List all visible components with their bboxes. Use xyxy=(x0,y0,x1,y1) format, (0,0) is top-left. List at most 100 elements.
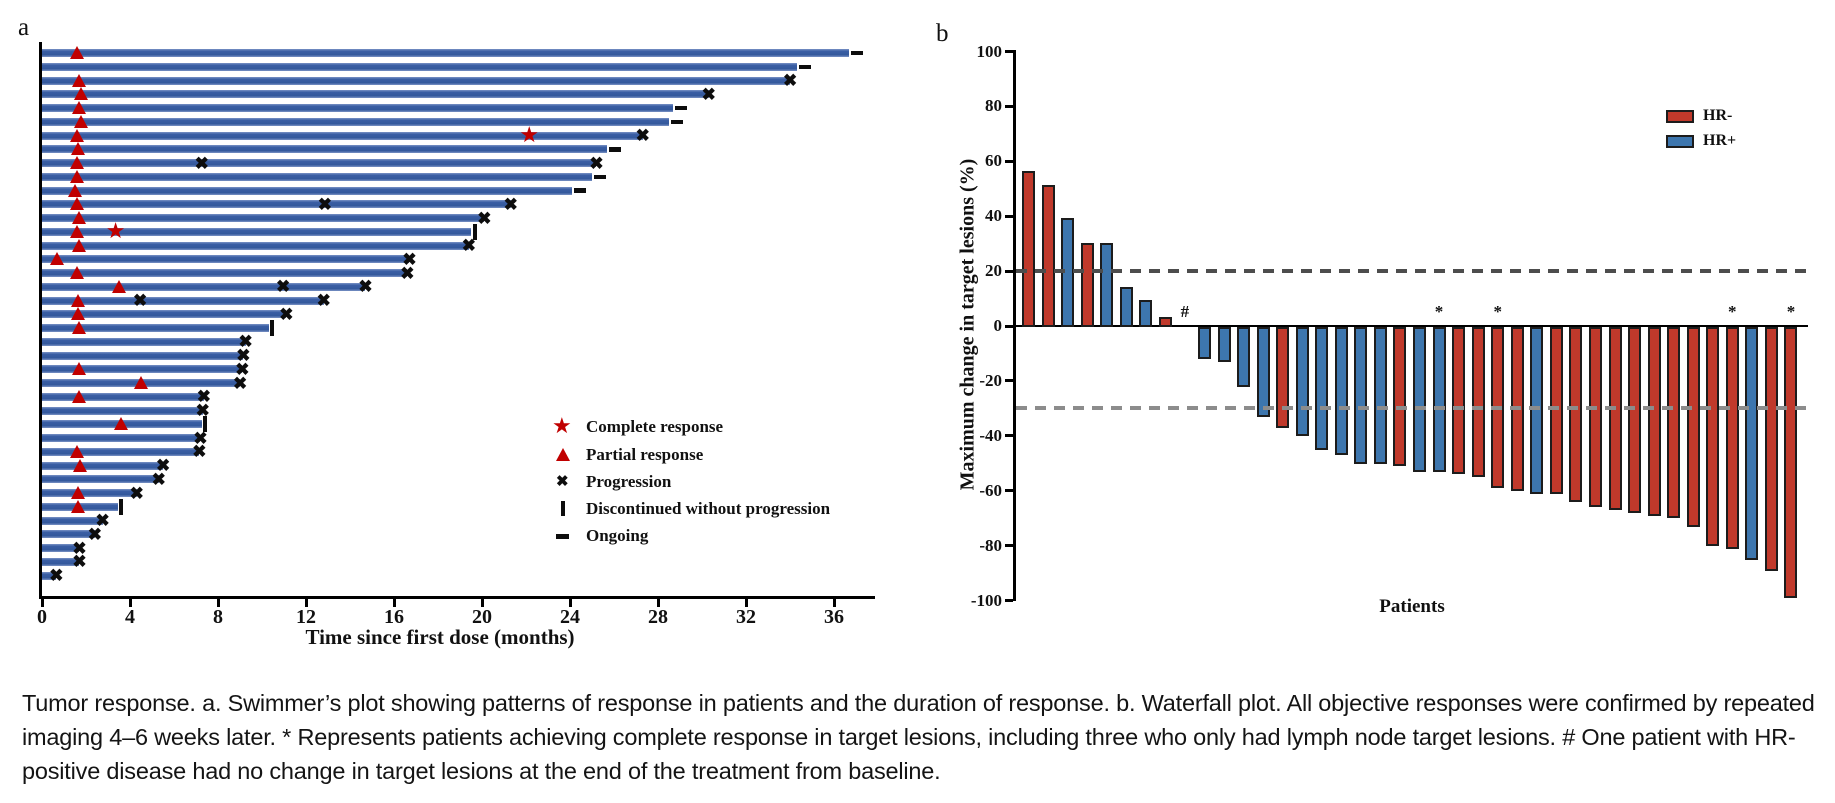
swimmer-bar xyxy=(42,172,592,181)
waterfall-bar xyxy=(1608,327,1622,511)
waterfall-y-tick-label: 100 xyxy=(976,41,1003,61)
swimmer-x-tick-label: 0 xyxy=(37,606,47,628)
waterfall-y-tick-label: 0 xyxy=(993,316,1003,335)
partial-response-marker xyxy=(133,376,148,390)
partial-response-marker xyxy=(71,362,86,376)
partial-response-marker xyxy=(69,156,84,170)
waterfall-y-tick xyxy=(1005,214,1013,218)
waterfall-y-axis xyxy=(1012,50,1016,601)
legend-ongoing-icon xyxy=(556,533,569,539)
progression-marker: ✖ xyxy=(276,277,291,297)
waterfall-bar xyxy=(1315,327,1329,450)
swimmer-bar xyxy=(42,49,850,58)
swimmer-bar xyxy=(42,186,573,195)
progression-marker: ✖ xyxy=(236,346,251,366)
waterfall-bar xyxy=(1432,327,1446,472)
swimmer-x-tick-label: 4 xyxy=(125,606,135,628)
ongoing-marker xyxy=(594,174,606,180)
partial-response-marker xyxy=(74,87,89,101)
swimmer-bar xyxy=(42,447,200,456)
progression-marker: ✖ xyxy=(238,332,253,352)
swimmer-x-tick xyxy=(392,598,396,607)
ongoing-marker xyxy=(851,50,864,56)
progression-marker: ✖ xyxy=(477,208,492,228)
partial-response-marker xyxy=(70,486,85,500)
partial-response-marker xyxy=(70,293,85,307)
partial-response-marker xyxy=(71,101,86,115)
waterfall-bar xyxy=(1119,286,1133,327)
waterfall-bar xyxy=(1667,327,1681,519)
swimmer-bar xyxy=(42,76,790,85)
waterfall-y-tick xyxy=(1005,324,1013,328)
waterfall-bar xyxy=(1217,327,1231,362)
progression-marker: ✖ xyxy=(461,236,477,256)
partial-response-marker xyxy=(71,211,86,225)
swimmer-x-tick-label: 12 xyxy=(296,606,316,628)
waterfall-x-axis-title: Patients xyxy=(1379,596,1445,617)
waterfall-y-tick-label: 80 xyxy=(985,96,1002,116)
waterfall-bar xyxy=(1237,327,1251,387)
waterfall-y-tick xyxy=(1005,269,1013,273)
partial-response-marker xyxy=(70,499,85,513)
swimmer-x-tick xyxy=(128,598,132,607)
swimmer-bar xyxy=(42,227,471,236)
progression-marker: ✖ xyxy=(129,483,144,503)
waterfall-y-tick xyxy=(1005,599,1013,602)
waterfall-y-tick-label: -20 xyxy=(979,370,1002,390)
swimmer-x-tick xyxy=(40,598,44,607)
legend-swatch-HR- xyxy=(1666,110,1694,123)
swimmer-bar xyxy=(42,571,57,580)
progression-marker: ✖ xyxy=(316,291,331,311)
waterfall-bar xyxy=(1022,171,1035,327)
legend-complete-response-icon: ★ xyxy=(552,413,572,438)
discontinued-marker xyxy=(270,320,275,337)
swimmer-bar xyxy=(42,90,709,99)
progression-marker: ✖ xyxy=(402,249,417,269)
waterfall-bar xyxy=(1569,327,1583,502)
progression-marker: ✖ xyxy=(87,524,103,544)
swimmer-bar xyxy=(42,475,159,484)
swimmer-bar xyxy=(42,392,204,401)
waterfall-bar xyxy=(1373,327,1387,464)
legend-group-label: HR+ xyxy=(1703,132,1737,149)
partial-response-marker xyxy=(69,128,84,142)
waterfall-y-tick xyxy=(1005,434,1013,438)
legend-progression-icon: ✖ xyxy=(556,473,569,490)
swimmer-bar xyxy=(42,530,95,539)
complete-response-marker: ★ xyxy=(519,121,540,147)
partial-response-marker xyxy=(111,279,126,293)
partial-response-marker xyxy=(113,417,128,431)
progression-marker: ✖ xyxy=(635,126,650,146)
swimmer-x-tick xyxy=(568,598,572,607)
waterfall-y-tick xyxy=(1005,50,1013,53)
waterfall-bar xyxy=(1334,327,1348,456)
legend-discontinued-icon xyxy=(561,501,565,516)
progression-marker: ✖ xyxy=(72,538,87,558)
swimmer-bar xyxy=(42,296,324,305)
legend-swatch-HR+ xyxy=(1666,135,1694,148)
partial-response-marker xyxy=(71,73,86,87)
waterfall-bar xyxy=(1393,327,1407,467)
swimmer-x-tick-label: 36 xyxy=(824,606,844,628)
progression-marker: ✖ xyxy=(151,469,166,489)
discontinued-marker xyxy=(203,416,207,433)
waterfall-y-tick-label: -100 xyxy=(970,590,1002,610)
swimmer-bar xyxy=(42,434,201,443)
legend-partial-response-icon xyxy=(556,447,570,461)
waterfall-bar xyxy=(1471,327,1485,478)
waterfall-bar xyxy=(1041,185,1055,327)
swimmer-bar xyxy=(42,557,80,566)
progression-marker: ✖ xyxy=(317,194,333,214)
progression-marker: ✖ xyxy=(95,511,110,531)
progression-marker: ✖ xyxy=(156,456,171,476)
swimmer-x-axis xyxy=(38,595,875,599)
waterfall-bar xyxy=(1784,327,1798,598)
swimmer-bar xyxy=(42,200,511,209)
panel-b-label: b xyxy=(936,20,949,47)
waterfall-y-tick xyxy=(1005,544,1013,548)
partial-response-marker xyxy=(69,224,84,238)
progression-marker: ✖ xyxy=(701,84,716,104)
legend-item-label: Progression xyxy=(586,472,672,491)
complete-response-annotation: * xyxy=(1728,302,1737,321)
partial-response-marker xyxy=(67,183,82,197)
